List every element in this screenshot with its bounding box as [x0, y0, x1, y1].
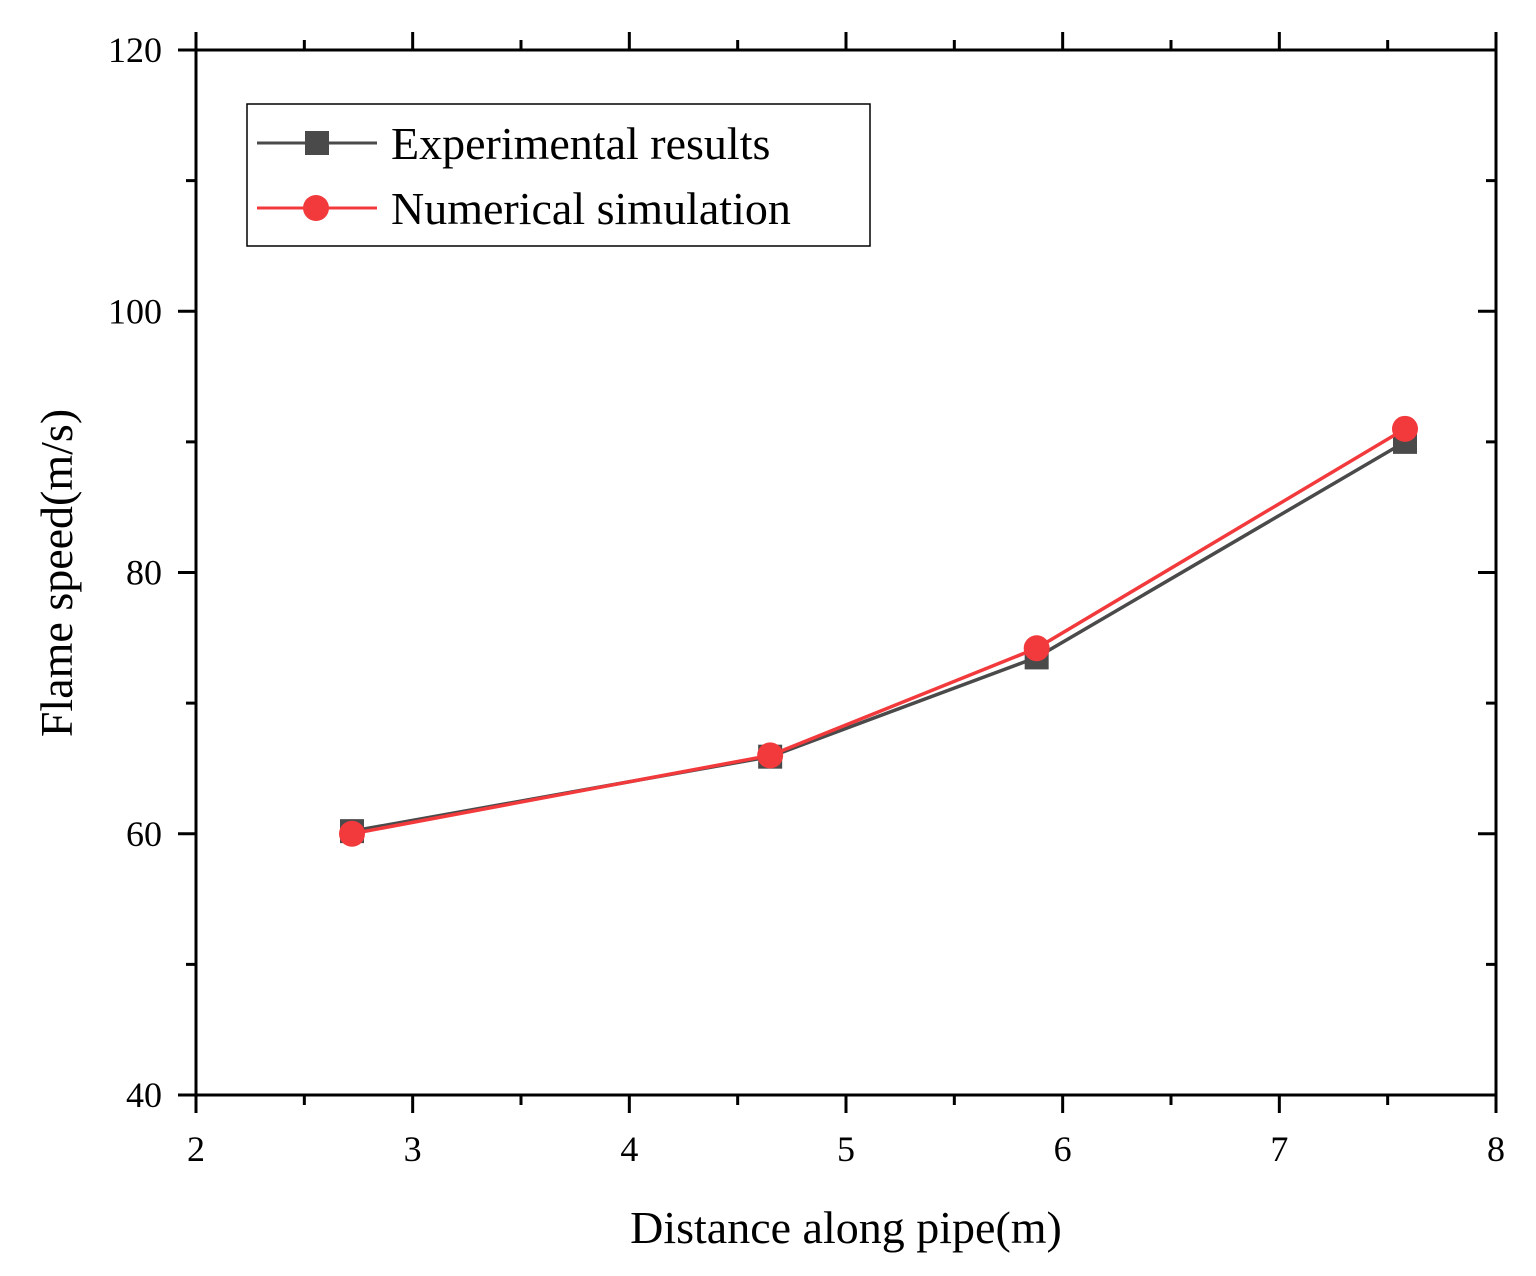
- y-tick-label-1: 60: [126, 814, 162, 854]
- plot-frame: [194, 48, 1498, 1097]
- x-tick-label-2: 4: [620, 1129, 638, 1169]
- series-1-point-2: [1023, 635, 1050, 662]
- series-1-point-1: [757, 742, 784, 769]
- legend-label-numerical: Numerical simulation: [391, 183, 791, 234]
- series-layer: [339, 415, 1418, 847]
- y-tick-label-3: 100: [108, 291, 162, 331]
- series-1-point-3: [1392, 415, 1418, 442]
- series-1-line: [351, 427, 1406, 836]
- x-tick-label-1: 3: [404, 1129, 422, 1169]
- y-tick-label-2: 80: [126, 553, 162, 593]
- series-1-point-0: [339, 820, 365, 847]
- x-axis-title: Distance along pipe(m): [630, 1202, 1062, 1253]
- x-tick-label-5: 7: [1270, 1129, 1288, 1169]
- x-tick-label-3: 5: [837, 1129, 855, 1169]
- y-tick-label-0: 40: [126, 1075, 162, 1115]
- series-1: [339, 415, 1418, 847]
- x-tick-label-6: 8: [1487, 1129, 1505, 1169]
- legend-marker-experimental: [305, 131, 329, 155]
- legend-box: [246, 103, 871, 247]
- series-0-line: [351, 440, 1406, 833]
- y-axis-title: Flame speed(m/s): [31, 409, 82, 737]
- ticks-layer: 2 3 4 5 6 7 8 40 60 80 100 120: [108, 30, 1505, 1169]
- x-tick-label-0: 2: [187, 1129, 205, 1169]
- y-tick-label-4: 120: [108, 30, 162, 70]
- legend-marker-numerical: [303, 195, 329, 221]
- series-0: [340, 429, 1417, 844]
- legend: Experimental results Numerical simulatio…: [246, 103, 871, 247]
- legend-label-experimental: Experimental results: [391, 118, 770, 169]
- x-tick-label-4: 6: [1054, 1129, 1072, 1169]
